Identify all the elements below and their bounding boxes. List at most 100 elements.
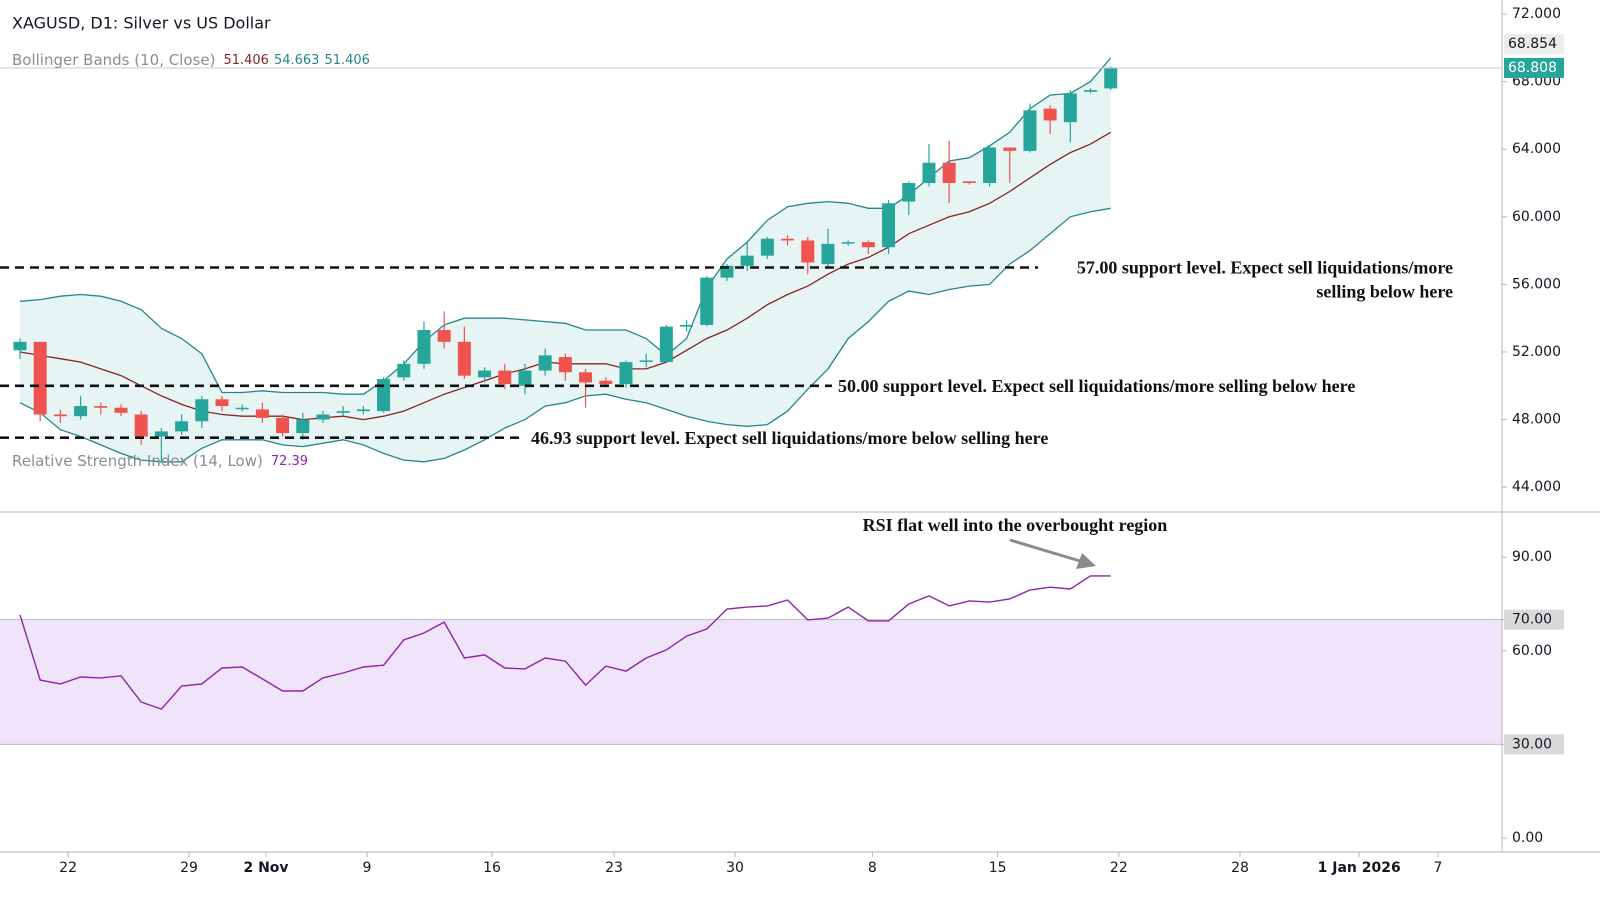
x-tick-label: 29 — [180, 860, 198, 876]
candle-body — [377, 379, 391, 412]
candle-body — [861, 242, 875, 248]
candle-body — [296, 419, 310, 434]
candle-body — [336, 411, 350, 413]
rsi-line — [19, 575, 1111, 710]
candle-body — [922, 162, 936, 184]
support-note: 46.93 support level. Expect sell liquida… — [531, 428, 1048, 448]
candle-body — [276, 417, 290, 434]
candle-body — [639, 360, 653, 362]
candle-body — [437, 330, 451, 342]
candle-body — [417, 330, 431, 364]
candle-body — [558, 357, 572, 373]
price-tag — [1504, 33, 1564, 54]
candle-body — [882, 203, 896, 248]
candle-body — [538, 355, 552, 371]
y-tick-label: 44.000 — [1512, 479, 1561, 495]
candle-body — [134, 414, 148, 437]
plot-area: 57.00 support level. Expect sell liquida… — [0, 57, 1502, 745]
candle-body — [740, 255, 754, 266]
candle-body — [1084, 90, 1098, 92]
candle-body — [215, 399, 229, 407]
x-tick-label: 7 — [1434, 860, 1443, 876]
x-tick-label: 23 — [605, 860, 623, 876]
candle-body — [599, 380, 613, 385]
support-note: selling below here — [1316, 282, 1453, 302]
y-tick-tag — [1504, 734, 1564, 755]
candle-body — [154, 431, 168, 437]
candle-body — [680, 324, 694, 327]
x-tick-label: 2 Nov — [243, 860, 288, 876]
rsi-band — [0, 619, 1502, 745]
y-tick-label: 48.000 — [1512, 412, 1561, 428]
candle-body — [760, 238, 774, 256]
candle-body — [33, 341, 47, 415]
candle-body — [478, 370, 492, 378]
arrow-shaft — [1009, 538, 1081, 563]
candle-body — [983, 147, 997, 184]
candle-body — [457, 341, 471, 376]
y-tick-label: 90.00 — [1512, 549, 1552, 565]
candle-body — [1063, 93, 1077, 123]
rsi-annotation: RSI flat well into the overbought region — [863, 515, 1168, 535]
y-tick-label: 52.000 — [1512, 344, 1561, 360]
candle-body — [821, 243, 835, 265]
rsi-value: 72.39 — [271, 454, 308, 469]
x-tick-label: 9 — [363, 860, 372, 876]
candle-body — [659, 326, 673, 363]
candle-body — [235, 407, 249, 410]
candle-body — [801, 240, 815, 263]
candle-body — [902, 183, 916, 202]
candle-body — [195, 399, 209, 422]
candle-body — [94, 406, 108, 408]
y-tick-label: 0.00 — [1512, 830, 1543, 846]
candle-body — [316, 414, 330, 420]
x-tick-label: 30 — [726, 860, 744, 876]
x-tick-label: 15 — [989, 860, 1007, 876]
candle-body — [619, 362, 633, 385]
candle-body — [942, 162, 956, 184]
candle-body — [74, 406, 88, 417]
lower-band — [19, 207, 1111, 463]
candle-body — [255, 409, 269, 418]
candle-body — [700, 277, 714, 325]
x-tick-label: 8 — [868, 860, 877, 876]
candle-body — [720, 265, 734, 278]
candle-body — [579, 372, 593, 383]
y-tick-label: 72.000 — [1512, 6, 1561, 22]
y-tick-label: 56.000 — [1512, 276, 1561, 292]
support-note: 57.00 support level. Expect sell liquida… — [1077, 258, 1453, 278]
candle-body — [13, 341, 27, 351]
indicator-name: Bollinger Bands (10, Close) — [12, 51, 215, 69]
chart-title: XAGUSD, D1: Silver vs US Dollar — [12, 14, 271, 33]
candle-body — [114, 407, 128, 413]
y-tick-label: 64.000 — [1512, 141, 1561, 157]
x-tick-label: 22 — [1110, 860, 1128, 876]
candle-body — [498, 370, 512, 385]
band-fill — [19, 57, 1111, 462]
price-tag-label: 68.854 — [1508, 36, 1557, 52]
candle-body — [841, 242, 855, 244]
arrow-head — [1076, 553, 1096, 569]
candle-body — [781, 238, 795, 241]
candle-body — [397, 363, 411, 378]
x-tick-label: 1 Jan 2026 — [1318, 860, 1401, 876]
y-tick-label: 30.00 — [1512, 736, 1552, 752]
x-tick-label: 22 — [59, 860, 77, 876]
x-tick-label: 28 — [1231, 860, 1249, 876]
candle-body — [1043, 108, 1057, 121]
candle-body — [518, 370, 532, 386]
rsi-legend: Relative Strength Index (14, Low) 72.39 — [12, 452, 308, 470]
candle-body — [175, 421, 189, 432]
y-tick-tag — [1504, 609, 1564, 630]
indicator-legend: Bollinger Bands (10, Close) 51.406 54.663 5… — [12, 51, 370, 69]
y-tick-label: 60.000 — [1512, 209, 1561, 225]
indicator-value: 51.406 — [324, 53, 370, 68]
candle-body — [356, 409, 370, 412]
indicator-value: 54.663 — [274, 53, 320, 68]
candle-body — [1104, 68, 1118, 89]
candle-body — [1003, 147, 1017, 151]
price-tag-label: 68.808 — [1508, 60, 1557, 76]
support-note: 50.00 support level. Expect sell liquida… — [838, 376, 1355, 396]
